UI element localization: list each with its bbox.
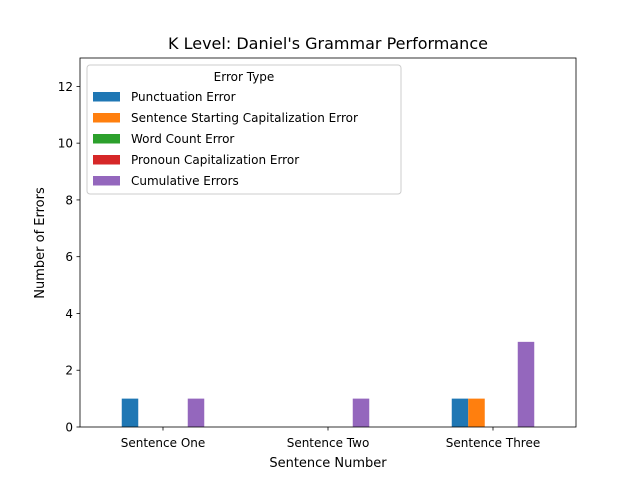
x-tick-label: Sentence Two: [287, 436, 370, 450]
legend-entry-label: Sentence Starting Capitalization Error: [131, 111, 358, 125]
y-tick-label: 10: [58, 137, 73, 151]
bar-cumulative-errors-3: [517, 341, 535, 427]
legend-swatch: [93, 134, 120, 144]
legend-entry-label: Cumulative Errors: [131, 174, 239, 188]
legend-title: Error Type: [214, 70, 275, 84]
x-tick-label: Sentence One: [121, 436, 206, 450]
x-axis-label: Sentence Number: [269, 456, 387, 471]
chart-title: K Level: Daniel's Grammar Performance: [168, 34, 488, 53]
y-tick-label: 6: [65, 250, 73, 264]
x-tick-label: Sentence Three: [446, 436, 540, 450]
y-axis-label: Number of Errors: [33, 187, 48, 299]
legend-swatch: [93, 155, 120, 165]
bar-cumulative-errors-1: [187, 398, 205, 427]
legend-entry-label: Pronoun Capitalization Error: [131, 153, 299, 167]
plot-area: 0 2 4 6 8 10 12 Sentence One Sentence Two Sentenc…: [58, 57, 577, 450]
bar-punctuation-error-3: [451, 398, 469, 427]
legend-swatch: [93, 113, 120, 123]
legend-swatch: [93, 92, 120, 102]
y-tick-label: 4: [65, 307, 73, 321]
legend-swatch: [93, 176, 120, 186]
bar-sentence-starting-capitalization-error-3: [468, 398, 485, 427]
legend-entry-label: Word Count Error: [131, 132, 234, 146]
y-tick-label: 12: [58, 80, 73, 94]
y-tick-label: 0: [65, 421, 73, 435]
bar-punctuation-error-1: [121, 398, 139, 427]
bar-cumulative-errors-2: [352, 398, 370, 427]
y-tick-label: 2: [65, 364, 73, 378]
legend-entry-label: Punctuation Error: [131, 90, 236, 104]
legend-box: [86, 64, 402, 195]
legend: Error Type Punctuation Error Sentence Star…: [86, 64, 402, 195]
y-tick-label: 8: [65, 193, 73, 207]
